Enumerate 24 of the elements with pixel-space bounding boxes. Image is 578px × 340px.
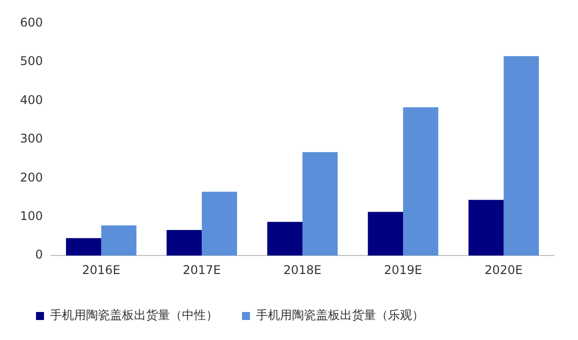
- y-tick-label: 0: [35, 248, 43, 262]
- bar: [166, 230, 202, 256]
- y-tick-label: 300: [20, 132, 43, 146]
- y-tick-label: 200: [20, 170, 43, 184]
- x-tick-label: 2016E: [82, 262, 120, 277]
- y-tick-label: 600: [20, 15, 43, 30]
- bar: [403, 107, 438, 256]
- y-tick-label: 400: [20, 92, 43, 107]
- legend-label: 手机用陶瓷盖板出货量（中性）: [50, 308, 218, 322]
- bar: [504, 56, 539, 256]
- legend-label: 手机用陶瓷盖板出货量（乐观）: [256, 308, 424, 322]
- bar: [202, 192, 238, 256]
- x-tick-label: 2020E: [484, 262, 523, 277]
- bar: [267, 222, 302, 256]
- x-tick-label: 2018E: [283, 262, 322, 277]
- x-tick-label: 2017E: [182, 262, 221, 277]
- bar: [468, 200, 504, 256]
- x-tick-label: 2019E: [384, 262, 422, 277]
- bar: [101, 225, 136, 256]
- y-tick-label: 500: [20, 54, 43, 68]
- y-tick-label: 100: [20, 208, 43, 223]
- bar: [66, 238, 102, 256]
- bar: [302, 152, 338, 256]
- bar: [368, 212, 404, 256]
